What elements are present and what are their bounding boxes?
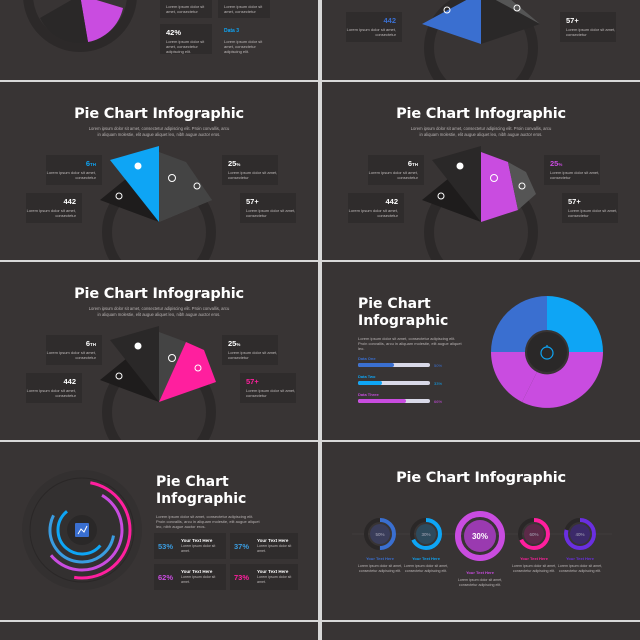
slide4-box-57: 57+ Lorem ipsum dolor sit amet, consecte… [562,193,618,223]
slide8-circle3-desc: Lorem ipsum dolor sit amet, consectetur … [457,578,503,587]
slide4-box-6th: 6TH Lorem ipsum dolor sit amet, consecte… [368,155,424,185]
slide1-box-top-right: Lorem ipsum dolor sit amet, consectetur [218,0,270,18]
slide8-circle5-label: Your Text Here [566,556,594,561]
slide4-pie [422,146,538,260]
slide6-bar1-label: Data One [358,356,376,361]
slide6-bar2-track [358,381,430,385]
slide5-box-57: 57+ Lorem ipsum dolor sit amet, consecte… [240,373,296,403]
slide2-box-left: 442 Lorem ipsum dolor sit amet, consecte… [346,12,402,42]
slide5-box-25: 25% Lorem ipsum dolor sit amet, consecte… [222,335,278,365]
slide3-pie [100,146,216,260]
slide7-stat-3: 62% Your Text Here Lorem ipsum dolor sit… [154,564,226,590]
slide1-box-top: Lorem ipsum dolor sit amet, consectetur [160,0,212,18]
slide-9[interactable] [0,622,318,640]
slide-5[interactable]: Pie Chart Infographic Lorem ipsum dolor … [0,262,318,440]
slide8-circles: 50% 30% 30% 60% 40% [352,511,612,561]
slide8-title: Pie Chart Infographic [396,470,566,486]
slide7-stat-2: 37% Your Text Here Lorem ipsum dolor sit… [230,533,298,559]
slide3-box-442: 442 Lorem ipsum dolor sit amet, consecte… [26,193,82,223]
slide1-box-stat: 42% Lorem ipsum dolor sit amet, consecte… [160,24,212,54]
slide6-bar2-pct: 33% [434,381,443,386]
slide7-title: Pie Chart Infographic [156,474,247,507]
slide8-circle5-desc: Lorem ipsum dolor sit amet, consectetur … [557,564,603,573]
slide6-bar1-pct: 50% [434,363,443,368]
slide8-circle1-label: Your Text Here [366,556,394,561]
slide2-box-right: 57+ Lorem ipsum dolor sit amet, consecte… [560,12,616,42]
slide6-body: Lorem ipsum dolor sit amet, consectetur … [358,336,462,352]
slide6-bar1-track [358,363,430,367]
slide-7[interactable]: Pie Chart Infographic Lorem ipsum dolor … [0,442,318,620]
slide8-circle1-desc: Lorem ipsum dolor sit amet, consectetur … [357,564,403,573]
slide-3[interactable]: Pie Chart Infographic Lorem ipsum dolor … [0,82,318,260]
slide3-box-57: 57+ Lorem ipsum dolor sit amet, consecte… [240,193,296,223]
slide7-rings [22,470,142,590]
slide5-subtitle: Lorem ipsum dolor sit amet, consectetur … [88,306,230,317]
slide6-bar3-pct: 66% [434,399,443,404]
slide8-circle4-desc: Lorem ipsum dolor sit amet, consectetur … [511,564,557,573]
slide-8[interactable]: Pie Chart Infographic 50% 30% 30% 60% 40… [322,442,640,620]
slide5-pie [100,326,216,440]
slide6-bar2-fill [358,381,382,385]
slide8-circle4-value: 60% [529,532,538,537]
slide5-title: Pie Chart Infographic [74,286,244,302]
slide6-title: Pie Chart Infographic [358,296,449,329]
slide6-bar3-fill [358,399,406,403]
slide8-circle2-value: 30% [421,532,430,537]
slide4-subtitle: Lorem ipsum dolor sit amet, consectetur … [410,126,552,137]
slide7-stat-4: 73% Your Text Here Lorem ipsum dolor sit… [230,564,298,590]
slide8-circle4-label: Your Text Here [520,556,548,561]
slide6-bar3-label: Data Three [358,392,379,397]
slide4-title: Pie Chart Infographic [396,106,566,122]
slide-1[interactable]: Lorem ipsum dolor sit amet, consectetur … [0,0,318,80]
slide1-box-data: Data 3 Lorem ipsum dolor sit amet, conse… [224,28,263,54]
slide7-body: Lorem ipsum dolor sit amet, consectetur … [156,514,260,530]
slide-10[interactable] [322,622,640,640]
slide8-circle5-value: 40% [575,532,584,537]
slide6-donut [491,296,603,408]
slide8-circle3-value: 30% [472,532,488,541]
slide6-bar1-fill [358,363,394,367]
slide3-box-6th: 6TH Lorem ipsum dolor sit amet, consecte… [46,155,102,185]
slide4-box-442: 442 Lorem ipsum dolor sit amet, consecte… [348,193,404,223]
slide8-circle2-label: Your Text Here [412,556,440,561]
slide5-box-6th: 6TH Lorem ipsum dolor sit amet, consecte… [46,335,102,365]
slide2-pie [422,0,540,80]
slide-2[interactable]: 442 Lorem ipsum dolor sit amet, consecte… [322,0,640,80]
slide-6[interactable]: Pie Chart Infographic Lorem ipsum dolor … [322,262,640,440]
slide1-pie [23,0,137,52]
slide4-box-25: 25% Lorem ipsum dolor sit amet, consecte… [544,155,600,185]
slide8-circle2-desc: Lorem ipsum dolor sit amet, consectetur … [403,564,449,573]
slide3-subtitle: Lorem ipsum dolor sit amet, consectetur … [88,126,230,137]
slide-4[interactable]: Pie Chart Infographic Lorem ipsum dolor … [322,82,640,260]
slide7-stat-1: 53% Your Text Here Lorem ipsum dolor sit… [154,533,226,559]
slide8-circle3-label: Your Text Here [466,570,494,575]
slide3-box-25: 25% Lorem ipsum dolor sit amet, consecte… [222,155,278,185]
slide3-title: Pie Chart Infographic [74,106,244,122]
slide6-bar2-label: Data Two [358,374,376,379]
slide5-box-442: 442 Lorem ipsum dolor sit amet, consecte… [26,373,82,403]
slide8-circle1-value: 50% [375,532,384,537]
